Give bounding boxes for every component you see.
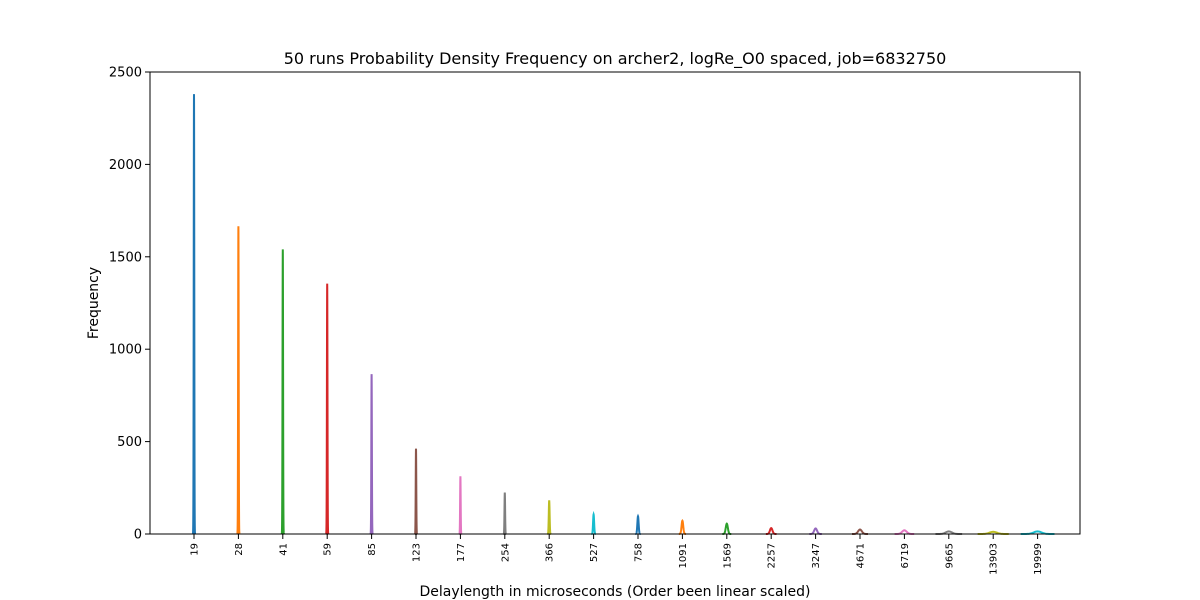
x-tick-label: 177	[456, 543, 467, 562]
series-254-line	[502, 492, 507, 535]
x-tick-label: 366	[545, 543, 556, 562]
series-366-line	[546, 500, 552, 535]
series-59-line	[325, 283, 330, 535]
x-axis: 19 28 41 59 85 123 177 254 366 527 758 1091 1569 2257…	[190, 534, 1044, 575]
plot-frame	[149, 71, 1081, 535]
x-tick-label: 527	[589, 543, 600, 562]
y-tick-label: 500	[117, 435, 142, 450]
y-axis-label: Frequency	[86, 267, 102, 339]
x-tick-label: 13903	[989, 543, 1000, 575]
x-tick-label: 254	[500, 543, 511, 562]
series-19-line	[191, 94, 197, 535]
x-tick-label: 41	[278, 543, 289, 556]
x-tick-label: 4671	[856, 543, 867, 568]
x-tick-label: 6719	[900, 543, 911, 568]
series-123-line	[414, 448, 418, 535]
series-28-line	[236, 226, 241, 535]
chart-title: 50 runs Probability Density Frequency on…	[284, 49, 947, 69]
x-tick-label: 85	[367, 543, 378, 556]
x-tick-label: 28	[234, 543, 245, 556]
x-tick-label: 9665	[944, 543, 955, 568]
series-41-line	[280, 249, 285, 535]
series-177-line	[458, 476, 463, 535]
plot-area	[149, 71, 1081, 535]
y-tick-label: 2000	[109, 158, 142, 173]
x-tick-label: 3247	[811, 543, 822, 568]
x-tick-label: 123	[412, 543, 423, 562]
x-tick-label: 1091	[678, 543, 689, 568]
x-tick-label: 1569	[722, 543, 733, 568]
x-tick-label: 2257	[767, 543, 778, 568]
series-85-line	[369, 374, 374, 535]
y-tick-label: 2500	[109, 66, 142, 81]
y-tick-label: 1500	[109, 250, 142, 265]
x-tick-label: 19999	[1033, 543, 1044, 575]
x-tick-label: 758	[634, 543, 645, 562]
y-axis: 0 500 1000 1500 2000 2500	[109, 66, 150, 543]
x-tick-label: 59	[323, 543, 334, 556]
y-tick-label: 0	[134, 528, 142, 543]
x-axis-label: Delaylength in microseconds (Order been …	[420, 584, 811, 600]
x-tick-label: 19	[190, 543, 201, 556]
y-tick-label: 1000	[109, 343, 142, 358]
